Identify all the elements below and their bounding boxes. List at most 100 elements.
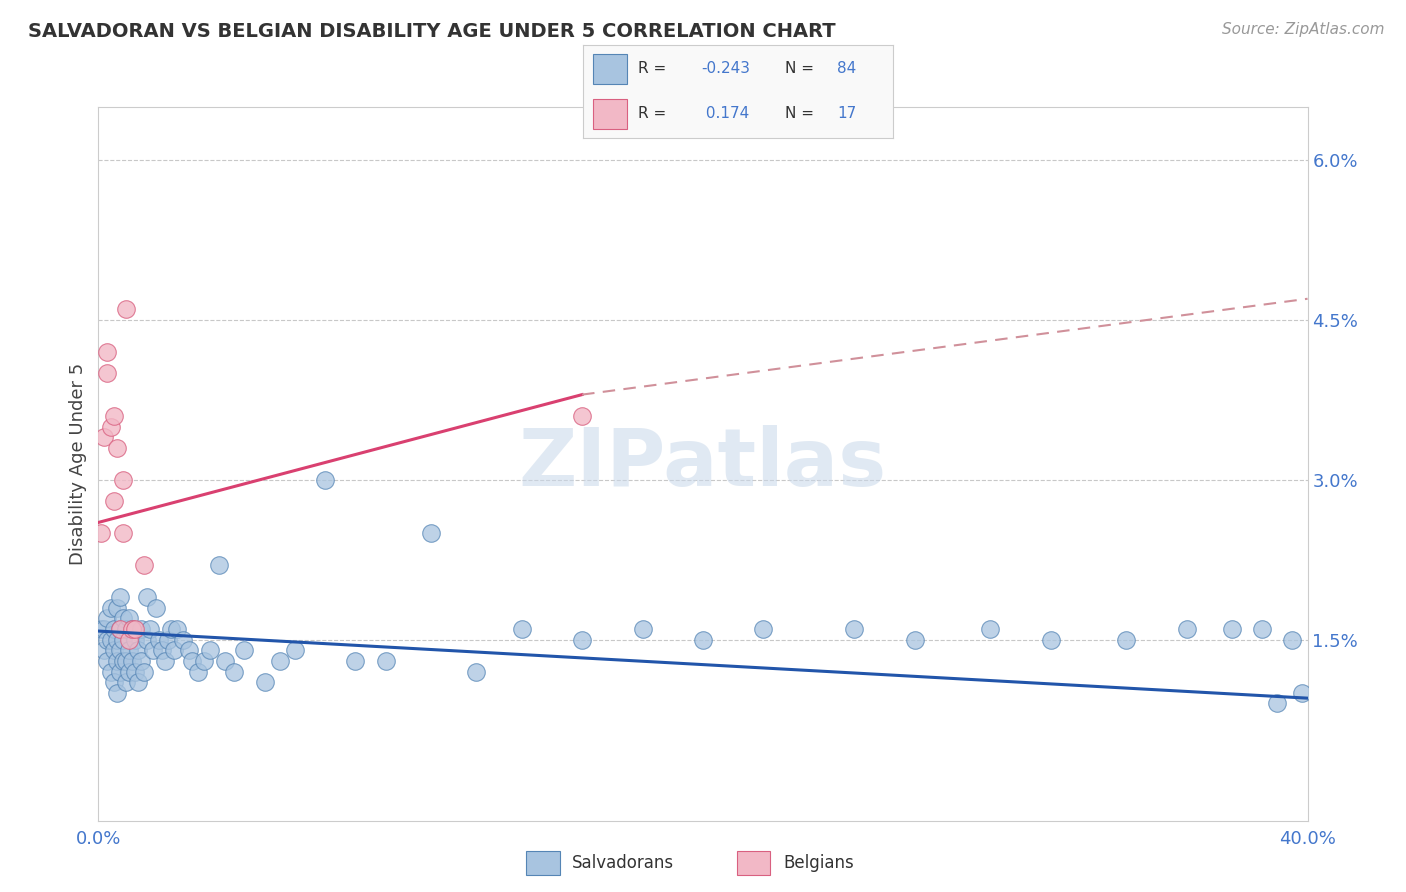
Point: [93, 430, 115, 444]
Point: [111, 611, 134, 625]
Text: Source: ZipAtlas.com: Source: ZipAtlas.com: [1222, 22, 1385, 37]
Point: [111, 526, 134, 541]
Point: [571, 632, 593, 647]
Point: [1267, 697, 1289, 711]
Point: [129, 622, 152, 636]
Point: [100, 600, 122, 615]
Point: [108, 622, 131, 636]
Point: [90, 622, 112, 636]
Point: [105, 632, 128, 647]
Point: [148, 632, 170, 647]
Point: [96, 611, 118, 625]
Point: [114, 302, 136, 317]
Point: [844, 622, 866, 636]
Point: [150, 643, 173, 657]
Text: R =: R =: [638, 106, 666, 121]
Point: [114, 654, 136, 668]
Bar: [593, 99, 627, 129]
Point: [1281, 632, 1303, 647]
Point: [121, 622, 143, 636]
Point: [142, 643, 165, 657]
Point: [108, 622, 131, 636]
Point: [187, 665, 209, 679]
Point: [127, 675, 149, 690]
Point: [692, 632, 714, 647]
Point: [153, 654, 176, 668]
Bar: [593, 54, 627, 84]
Point: [135, 632, 157, 647]
Point: [100, 419, 122, 434]
Point: [108, 643, 131, 657]
Point: [465, 665, 488, 679]
Point: [139, 622, 162, 636]
Point: [118, 665, 141, 679]
Point: [1220, 622, 1243, 636]
Point: [114, 675, 136, 690]
Point: [129, 654, 152, 668]
Point: [208, 558, 231, 572]
Point: [253, 675, 276, 690]
Point: [114, 622, 136, 636]
Point: [132, 558, 155, 572]
Point: [156, 632, 179, 647]
Point: [145, 600, 167, 615]
Text: Belgians: Belgians: [783, 854, 853, 872]
Point: [118, 611, 141, 625]
Point: [105, 600, 128, 615]
Point: [571, 409, 593, 423]
Text: Salvadorans: Salvadorans: [572, 854, 675, 872]
Point: [96, 367, 118, 381]
Point: [121, 654, 143, 668]
Point: [1251, 622, 1274, 636]
Point: [1175, 622, 1198, 636]
Text: R =: R =: [638, 62, 666, 77]
Point: [108, 590, 131, 604]
Bar: [526, 851, 560, 875]
Point: [179, 643, 201, 657]
Point: [166, 622, 188, 636]
Point: [510, 622, 533, 636]
Point: [103, 622, 125, 636]
Point: [374, 654, 396, 668]
Point: [163, 643, 186, 657]
Point: [93, 643, 115, 657]
Point: [224, 665, 246, 679]
Point: [284, 643, 307, 657]
Point: [631, 622, 654, 636]
Point: [96, 654, 118, 668]
Point: [181, 654, 204, 668]
Point: [200, 643, 222, 657]
Text: N =: N =: [785, 62, 814, 77]
Point: [103, 494, 125, 508]
Text: -0.243: -0.243: [702, 62, 749, 77]
Text: 84: 84: [837, 62, 856, 77]
Bar: [737, 851, 770, 875]
Point: [314, 473, 336, 487]
Point: [96, 345, 118, 359]
Point: [118, 643, 141, 657]
Point: [172, 632, 194, 647]
Point: [108, 665, 131, 679]
Point: [269, 654, 291, 668]
Text: SALVADORAN VS BELGIAN DISABILITY AGE UNDER 5 CORRELATION CHART: SALVADORAN VS BELGIAN DISABILITY AGE UND…: [28, 22, 835, 41]
Point: [193, 654, 215, 668]
Point: [1291, 686, 1313, 700]
Point: [96, 632, 118, 647]
Point: [214, 654, 236, 668]
Point: [132, 665, 155, 679]
Point: [1039, 632, 1062, 647]
Point: [103, 675, 125, 690]
Text: ZIPatlas: ZIPatlas: [519, 425, 887, 503]
Text: 17: 17: [837, 106, 856, 121]
Point: [232, 643, 254, 657]
Point: [344, 654, 367, 668]
Point: [105, 686, 128, 700]
Y-axis label: Disability Age Under 5: Disability Age Under 5: [69, 363, 87, 565]
Point: [124, 622, 146, 636]
Point: [111, 632, 134, 647]
Point: [904, 632, 927, 647]
Point: [103, 643, 125, 657]
Point: [103, 409, 125, 423]
Text: N =: N =: [785, 106, 814, 121]
Point: [100, 632, 122, 647]
